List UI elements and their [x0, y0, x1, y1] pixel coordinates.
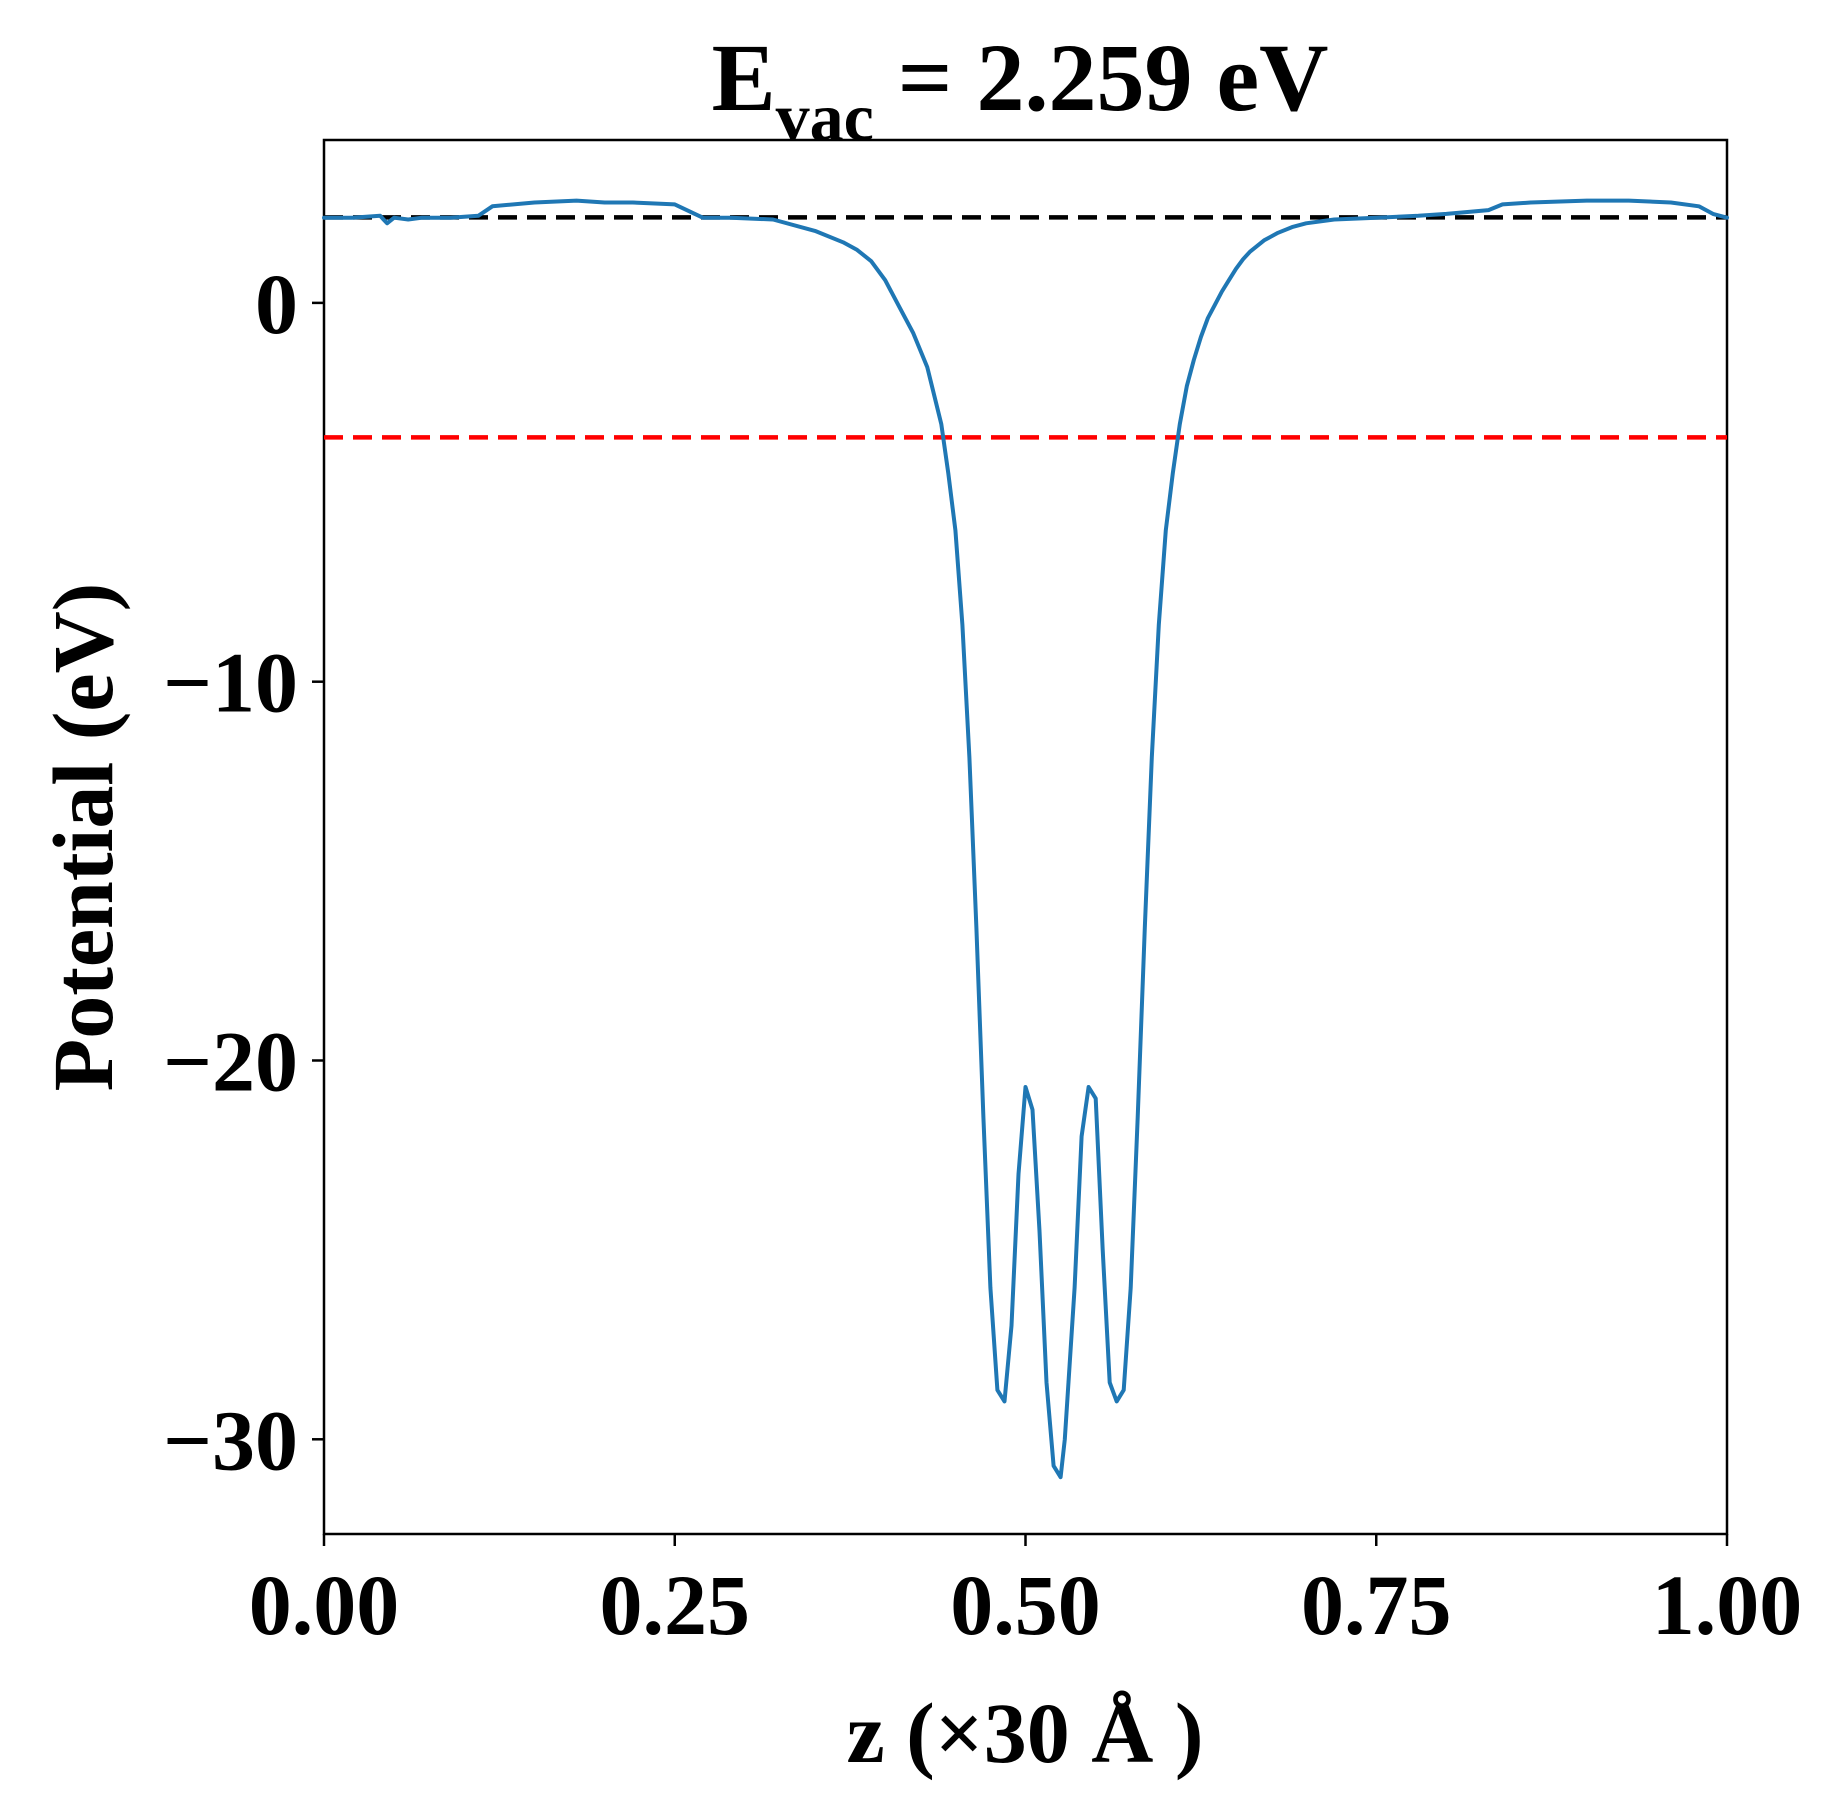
- y-axis-ticks: 0 −10 −20 −30: [163, 256, 324, 1488]
- x-tick-label: 0.50: [950, 1557, 1101, 1653]
- y-axis-label: Potential (eV): [35, 583, 131, 1092]
- y-tick-label: −20: [163, 1013, 298, 1109]
- chart-title: Evac = 2.259 eV: [712, 24, 1329, 155]
- series-line-0: [322, 198, 1729, 1480]
- x-tick-label: 0.00: [249, 1557, 400, 1653]
- y-tick-label: 0: [255, 256, 298, 352]
- plot-frame: [322, 138, 1729, 1536]
- chart-title-prefix: E: [712, 24, 776, 131]
- chart-title-suffix: = 2.259 eV: [874, 24, 1329, 131]
- series-layer: [322, 198, 1729, 1480]
- x-tick-label: 1.00: [1652, 1557, 1803, 1653]
- x-axis-label: z (×30 Å ): [846, 1685, 1203, 1781]
- reference-lines: [324, 215, 1727, 440]
- chart-title-subscript: vac: [776, 79, 874, 155]
- y-tick-label: −10: [163, 635, 298, 731]
- x-tick-label: 0.25: [600, 1557, 751, 1653]
- x-tick-label: 0.75: [1301, 1557, 1452, 1653]
- y-tick-label: −30: [163, 1392, 298, 1488]
- x-axis-ticks: 0.00 0.25 0.50 0.75 1.00: [249, 1534, 1803, 1653]
